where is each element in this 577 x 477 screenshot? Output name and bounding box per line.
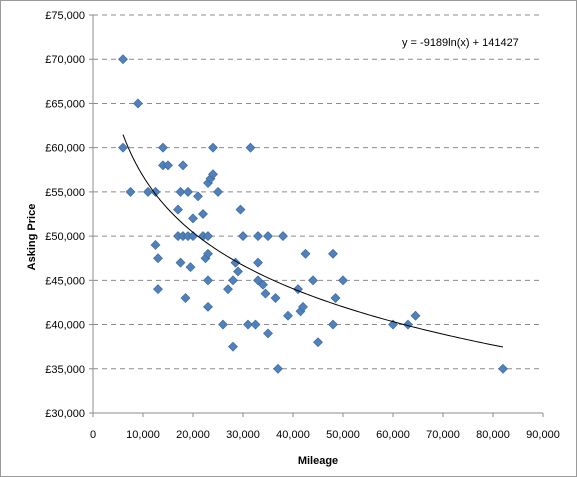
x-tick-label: 30,000 bbox=[226, 429, 260, 441]
data-points bbox=[118, 54, 508, 374]
y-tick-label: £35,000 bbox=[45, 364, 85, 376]
data-point bbox=[185, 262, 196, 272]
data-point bbox=[133, 98, 143, 109]
data-point bbox=[208, 169, 218, 180]
data-point bbox=[263, 328, 273, 339]
data-point bbox=[273, 363, 283, 374]
data-point bbox=[250, 319, 261, 330]
y-tick-label: £55,000 bbox=[45, 187, 85, 199]
data-point bbox=[198, 209, 208, 219]
data-point bbox=[188, 213, 198, 224]
y-tick-label: £75,000 bbox=[45, 10, 85, 22]
data-point bbox=[330, 293, 341, 303]
y-tick-label: £50,000 bbox=[45, 231, 85, 243]
data-point bbox=[410, 310, 421, 321]
data-point bbox=[245, 142, 256, 153]
data-point bbox=[328, 319, 338, 330]
y-tick-label: £30,000 bbox=[45, 408, 85, 420]
data-point bbox=[213, 186, 223, 197]
y-tick-label: £45,000 bbox=[45, 275, 85, 287]
data-point bbox=[278, 231, 288, 242]
data-point bbox=[208, 142, 218, 153]
y-tick-label: £70,000 bbox=[45, 54, 85, 66]
y-axis-title: Asking Price bbox=[26, 204, 38, 271]
x-tick-label: 90,000 bbox=[526, 429, 560, 441]
data-point bbox=[235, 204, 246, 215]
data-point bbox=[228, 341, 238, 352]
data-point bbox=[175, 257, 186, 268]
trendline-equation: y = -9189ln(x) + 141427 bbox=[402, 37, 519, 49]
data-point bbox=[313, 337, 323, 348]
axes bbox=[89, 14, 544, 417]
data-point bbox=[270, 293, 281, 303]
x-tick-label: 0 bbox=[90, 429, 96, 441]
data-point bbox=[260, 288, 271, 299]
x-tick-label: 60,000 bbox=[376, 429, 410, 441]
data-point bbox=[338, 275, 348, 286]
data-point bbox=[403, 319, 413, 330]
data-point bbox=[203, 231, 213, 242]
data-point bbox=[150, 240, 161, 250]
data-point bbox=[233, 266, 243, 277]
x-tick-label: 10,000 bbox=[126, 429, 160, 441]
data-point bbox=[178, 160, 188, 171]
data-point bbox=[180, 293, 191, 303]
data-point bbox=[203, 275, 213, 286]
y-tick-label: £60,000 bbox=[45, 143, 85, 155]
x-axis-title: Mileage bbox=[298, 455, 338, 467]
data-point bbox=[125, 186, 136, 197]
data-point bbox=[173, 204, 183, 215]
data-point bbox=[300, 248, 311, 259]
data-point bbox=[258, 279, 268, 290]
data-point bbox=[298, 301, 308, 312]
data-point bbox=[203, 248, 213, 259]
data-point bbox=[158, 142, 168, 153]
x-tick-label: 50,000 bbox=[326, 429, 360, 441]
data-point bbox=[238, 231, 248, 242]
gridlines bbox=[93, 14, 543, 370]
data-point bbox=[143, 186, 153, 197]
data-point bbox=[203, 301, 213, 312]
x-tick-labels: 0 10,000 20,000 30,000 40,000 50,000 60,000 70,… bbox=[90, 429, 560, 441]
data-point bbox=[218, 319, 228, 330]
data-point bbox=[118, 142, 128, 153]
data-point bbox=[175, 186, 186, 197]
y-tick-label: £40,000 bbox=[45, 320, 85, 332]
data-point bbox=[153, 284, 163, 295]
x-tick-label: 40,000 bbox=[276, 429, 310, 441]
x-tick-label: 20,000 bbox=[176, 429, 210, 441]
y-tick-labels: £30,000 £35,000 £40,000 £45,000 £50,000 £55,0… bbox=[45, 10, 85, 420]
x-tick-label: 80,000 bbox=[476, 429, 510, 441]
data-point bbox=[150, 186, 161, 197]
data-point bbox=[118, 54, 128, 65]
x-tick-label: 70,000 bbox=[426, 429, 460, 441]
data-point bbox=[183, 186, 193, 197]
data-point bbox=[253, 257, 263, 268]
data-point bbox=[328, 248, 338, 259]
data-point bbox=[228, 275, 238, 286]
data-point bbox=[163, 160, 173, 171]
data-point bbox=[498, 363, 508, 374]
data-point bbox=[243, 319, 253, 330]
data-point bbox=[153, 253, 163, 264]
data-point bbox=[283, 310, 293, 321]
y-tick-label: £65,000 bbox=[45, 98, 85, 110]
data-point bbox=[193, 191, 203, 202]
data-point bbox=[253, 231, 263, 242]
data-point bbox=[308, 275, 318, 286]
data-point bbox=[223, 284, 233, 295]
data-point bbox=[263, 231, 273, 242]
trendline bbox=[122, 134, 504, 348]
